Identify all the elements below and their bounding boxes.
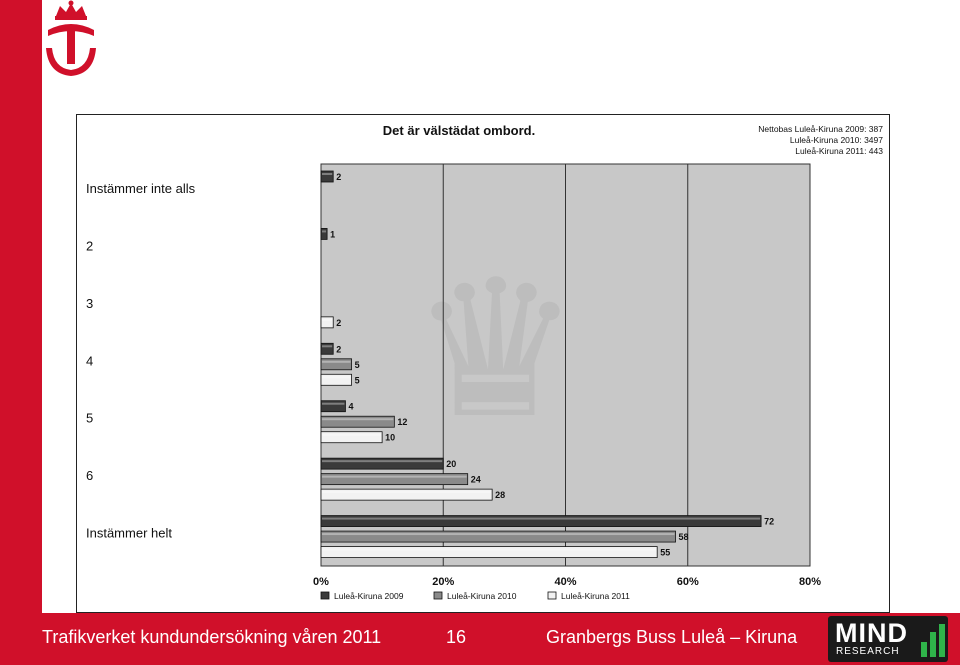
data-label: 24: [471, 475, 481, 485]
bar: [321, 401, 345, 412]
bar-highlight: [322, 361, 351, 363]
category-label: 5: [86, 411, 93, 426]
category-label: Instämmer helt: [86, 526, 172, 541]
survey-bar-chart: Det är välstädat ombord. Nettobas Luleå-…: [77, 115, 889, 612]
x-tick-label: 20%: [432, 576, 454, 588]
sample-note-line-3: Luleå-Kiruna 2011: 443: [795, 146, 883, 156]
data-label: 10: [385, 433, 395, 443]
x-tick-label: 0%: [313, 576, 329, 588]
bar-highlight: [322, 319, 332, 321]
data-label: 5: [355, 360, 360, 370]
bar-highlight: [322, 476, 467, 478]
bar-highlight: [322, 434, 381, 436]
bar-highlight: [322, 230, 326, 232]
bar-highlight: [322, 403, 344, 405]
watermark-emblem: ♛: [410, 239, 580, 460]
bar-highlight: [322, 549, 656, 551]
sample-note-line-2: Luleå-Kiruna 2010: 3497: [790, 135, 883, 145]
category-label: 6: [86, 468, 93, 483]
bar-highlight: [322, 518, 760, 520]
footer-route: Granbergs Buss Luleå – Kiruna: [546, 627, 797, 648]
bar-highlight: [322, 173, 332, 175]
bar: [321, 474, 468, 485]
bar-highlight: [322, 345, 332, 347]
brand-subtitle: RESEARCH: [836, 646, 900, 657]
data-label: 4: [348, 402, 353, 412]
bar-highlight: [322, 460, 442, 462]
bar-highlight: [322, 533, 675, 535]
bar: [321, 416, 394, 427]
data-label: 28: [495, 490, 505, 500]
data-label: 55: [660, 548, 670, 558]
data-label: 20: [446, 459, 456, 469]
x-tick-label: 40%: [554, 576, 576, 588]
brand-name: MIND: [835, 618, 908, 648]
data-label: 2: [336, 344, 341, 354]
category-label: 2: [86, 238, 93, 253]
bar: [321, 432, 382, 443]
legend-swatch: [434, 592, 442, 599]
left-accent-strip: [0, 0, 42, 613]
legend-label: Luleå-Kiruna 2010: [447, 591, 517, 601]
bar: [321, 489, 492, 500]
footer-survey-title: Trafikverket kundundersökning våren 2011: [42, 627, 381, 648]
crowned-t-emblem-icon: [38, 0, 104, 80]
x-tick-label: 80%: [799, 576, 821, 588]
category-label: 4: [86, 353, 93, 368]
bar-graph-icon: [920, 622, 946, 658]
bar: [321, 516, 761, 527]
bar: [321, 547, 657, 558]
data-label: 5: [355, 375, 360, 385]
bar: [321, 531, 676, 542]
bar-highlight: [322, 418, 393, 420]
data-label: 2: [336, 318, 341, 328]
footer-page-number: 16: [446, 627, 466, 648]
bar-highlight: [322, 376, 351, 378]
chart-title: Det är välstädat ombord.: [383, 123, 535, 138]
category-label: 3: [86, 296, 93, 311]
data-label: 1: [330, 229, 335, 239]
bar: [321, 317, 333, 328]
data-label: 58: [679, 532, 689, 542]
legend-swatch: [548, 592, 556, 599]
data-label: 2: [336, 172, 341, 182]
bar: [321, 374, 352, 385]
x-tick-label: 60%: [677, 576, 699, 588]
bar-highlight: [322, 491, 491, 493]
sample-note-line-1: Nettobas Luleå-Kiruna 2009: 387: [758, 124, 883, 134]
legend-label: Luleå-Kiruna 2011: [561, 591, 630, 601]
legend-swatch: [321, 592, 329, 599]
data-label: 12: [397, 417, 407, 427]
legend-label: Luleå-Kiruna 2009: [334, 591, 404, 601]
category-label: Instämmer inte alls: [86, 181, 196, 196]
bar: [321, 171, 333, 182]
bar: [321, 359, 352, 370]
chart-frame: Det är välstädat ombord. Nettobas Luleå-…: [76, 114, 890, 613]
bar: [321, 228, 327, 239]
data-label: 72: [764, 517, 774, 527]
bar: [321, 343, 333, 354]
bar: [321, 458, 443, 469]
